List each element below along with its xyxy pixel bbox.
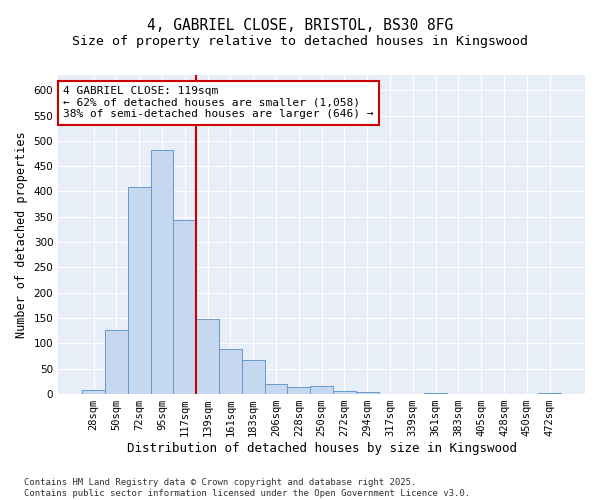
- Bar: [424, 392, 447, 394]
- X-axis label: Distribution of detached houses by size in Kingswood: Distribution of detached houses by size …: [127, 442, 517, 455]
- Bar: [219, 348, 242, 394]
- Bar: [173, 220, 196, 394]
- Bar: [82, 390, 105, 394]
- Bar: [105, 330, 128, 394]
- Text: Contains HM Land Registry data © Crown copyright and database right 2025.
Contai: Contains HM Land Registry data © Crown c…: [24, 478, 470, 498]
- Bar: [538, 392, 561, 394]
- Bar: [356, 392, 379, 394]
- Bar: [287, 387, 310, 394]
- Text: 4 GABRIEL CLOSE: 119sqm
← 62% of detached houses are smaller (1,058)
38% of semi: 4 GABRIEL CLOSE: 119sqm ← 62% of detache…: [64, 86, 374, 120]
- Bar: [333, 390, 356, 394]
- Bar: [265, 384, 287, 394]
- Bar: [242, 360, 265, 394]
- Bar: [128, 188, 151, 394]
- Text: 4, GABRIEL CLOSE, BRISTOL, BS30 8FG: 4, GABRIEL CLOSE, BRISTOL, BS30 8FG: [147, 18, 453, 32]
- Text: Size of property relative to detached houses in Kingswood: Size of property relative to detached ho…: [72, 35, 528, 48]
- Y-axis label: Number of detached properties: Number of detached properties: [15, 131, 28, 338]
- Bar: [196, 319, 219, 394]
- Bar: [310, 386, 333, 394]
- Bar: [151, 150, 173, 394]
